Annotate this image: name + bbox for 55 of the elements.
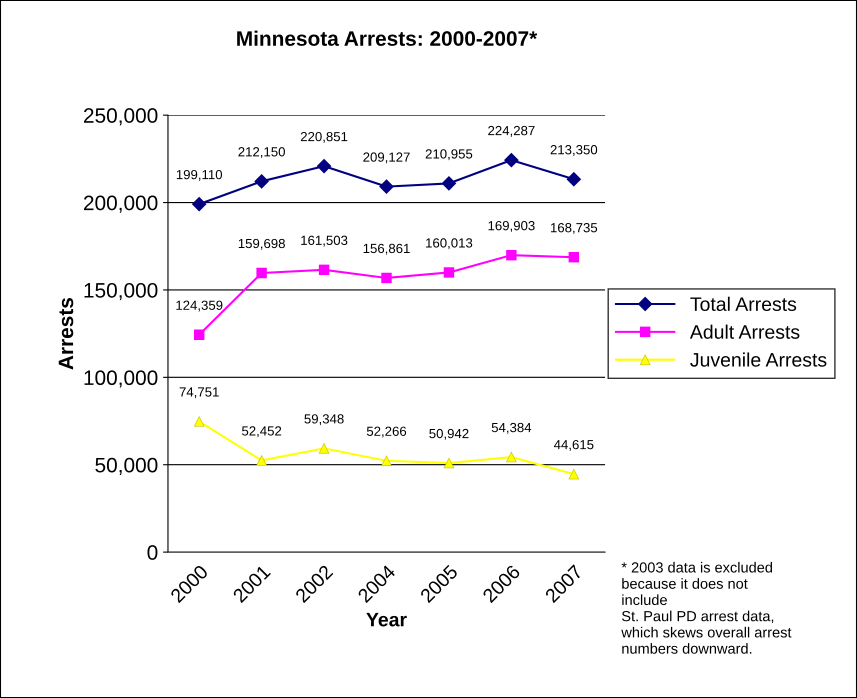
data-label: 54,384 xyxy=(492,422,532,434)
point xyxy=(318,264,330,276)
data-label: 220,851 xyxy=(300,132,348,143)
legend-label: Adult Arrests xyxy=(690,324,800,339)
point xyxy=(504,152,519,168)
legend-label: Juvenile Arrests xyxy=(690,352,826,367)
y-tick-label: 100,000 xyxy=(84,370,158,388)
data-label: 168,735 xyxy=(550,223,598,234)
point xyxy=(194,416,204,427)
point xyxy=(256,455,267,466)
y-tick-label: 150,000 xyxy=(84,282,158,300)
y-tick-label: 50,000 xyxy=(95,458,158,475)
legend-label: Total Arrests xyxy=(690,296,796,312)
point xyxy=(506,250,517,260)
data-label: 50,942 xyxy=(429,428,468,440)
point xyxy=(194,330,204,340)
y-tick-label: 0 xyxy=(147,545,158,560)
data-label: 199,110 xyxy=(176,170,222,181)
chart-title: Minnesota Arrests: 2000-2007* xyxy=(237,30,538,46)
data-label: 212,150 xyxy=(238,147,285,158)
point xyxy=(254,174,269,189)
point xyxy=(381,272,392,284)
point xyxy=(444,458,454,468)
point xyxy=(318,443,330,454)
data-label: 74,751 xyxy=(180,387,219,398)
point xyxy=(192,196,206,212)
point xyxy=(442,176,456,191)
point xyxy=(566,172,582,186)
data-label: 52,266 xyxy=(366,426,406,438)
data-label: 169,903 xyxy=(488,220,535,232)
data-label: 209,127 xyxy=(363,152,410,164)
data-label: 160,013 xyxy=(426,238,472,250)
point xyxy=(568,252,580,262)
text: * 2003 data is excluded because it does not include St. Paul PD arrest data, which skews overall arrest numbers downward. xyxy=(621,562,792,654)
y-tick-label: 250,000 xyxy=(84,108,158,126)
point xyxy=(379,179,394,194)
data-label: 156,861 xyxy=(364,244,410,255)
point xyxy=(256,268,267,278)
data-label: 159,698 xyxy=(238,238,285,250)
x-axis-title: Year xyxy=(366,612,407,626)
data-label: 59,348 xyxy=(304,414,344,426)
data-label: 44,615 xyxy=(554,440,594,451)
point xyxy=(506,452,517,462)
data-label: 124,359 xyxy=(176,300,222,312)
data-label: 224,287 xyxy=(488,126,535,137)
point xyxy=(568,468,580,480)
data-label: 210,955 xyxy=(426,149,472,160)
point xyxy=(316,158,332,174)
y-tick-label: 200,000 xyxy=(84,196,158,213)
point xyxy=(444,267,454,278)
data-label: 161,503 xyxy=(301,236,348,247)
data-label: 52,452 xyxy=(242,426,282,438)
point xyxy=(381,456,392,466)
data-label: 213,350 xyxy=(550,145,598,156)
y-axis-title: Arrests xyxy=(58,298,74,370)
